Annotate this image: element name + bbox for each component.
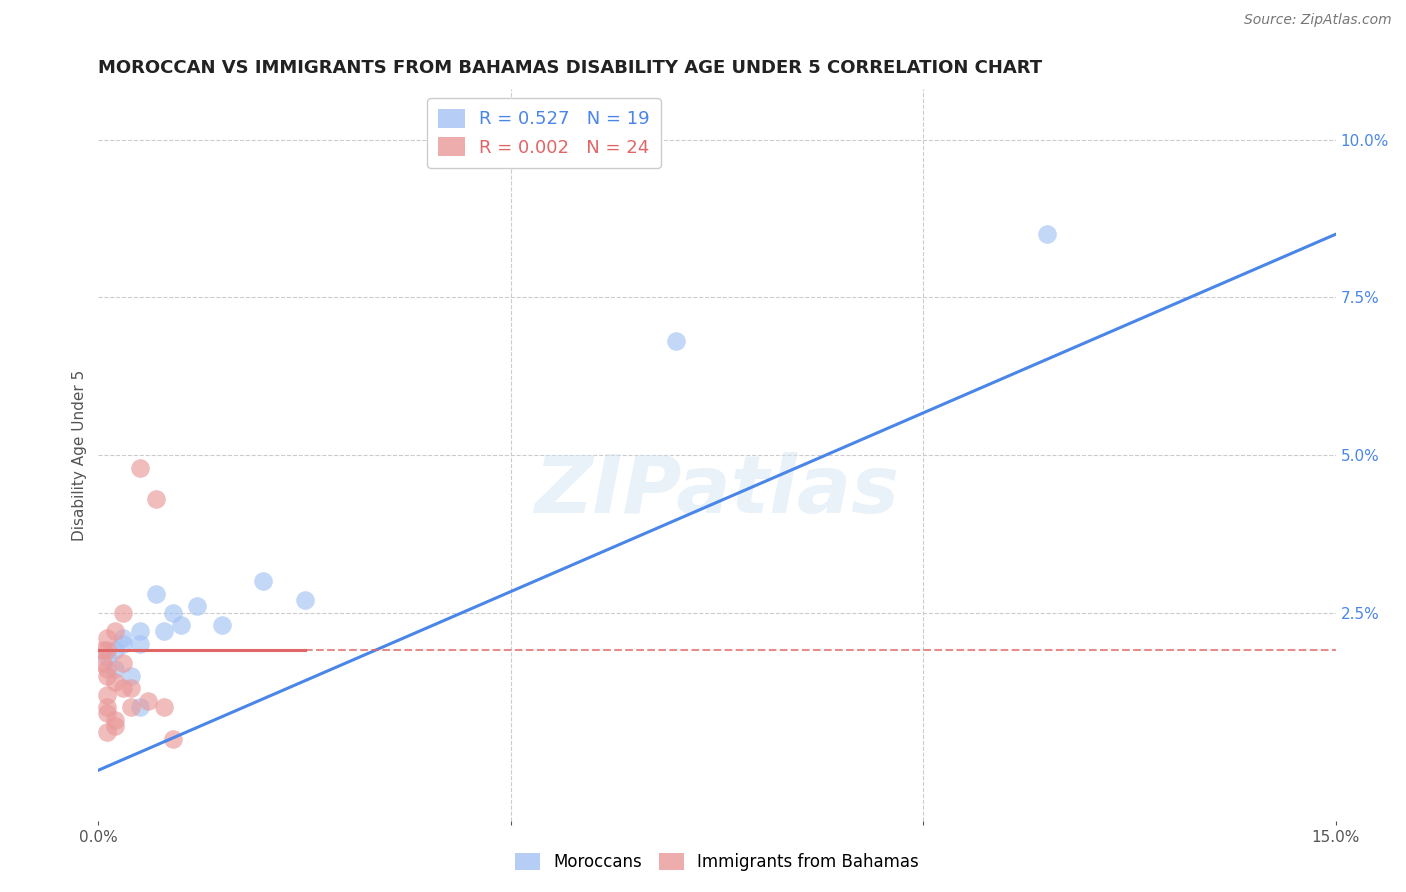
Point: [104, 674, 127, 689]
Point: [128, 460, 150, 475]
Point: [120, 681, 142, 696]
Point: [211, 618, 233, 632]
Point: [96, 725, 118, 739]
Point: [128, 637, 150, 651]
Point: [120, 700, 142, 714]
Point: [112, 681, 135, 696]
Point: [104, 624, 127, 639]
Point: [170, 618, 193, 632]
Point: [112, 606, 135, 620]
Point: [128, 624, 150, 639]
Point: [96, 643, 118, 657]
Point: [112, 631, 135, 645]
Point: [96, 649, 118, 664]
Point: [252, 574, 274, 588]
Point: [112, 656, 135, 670]
Point: [162, 731, 184, 746]
Legend: Moroccans, Immigrants from Bahamas: Moroccans, Immigrants from Bahamas: [509, 847, 925, 878]
Point: [96, 662, 118, 676]
Point: [91, 643, 114, 657]
Point: [186, 599, 208, 614]
Point: [665, 334, 688, 349]
Point: [1036, 227, 1059, 242]
Point: [120, 668, 142, 682]
Point: [112, 637, 135, 651]
Point: [145, 491, 167, 506]
Point: [96, 668, 118, 682]
Point: [104, 643, 127, 657]
Text: Source: ZipAtlas.com: Source: ZipAtlas.com: [1244, 13, 1392, 28]
Y-axis label: Disability Age Under 5: Disability Age Under 5: [72, 369, 87, 541]
Point: [96, 700, 118, 714]
Point: [104, 662, 127, 676]
Point: [96, 631, 118, 645]
Text: ZIPatlas: ZIPatlas: [534, 452, 900, 531]
Point: [153, 624, 176, 639]
Point: [153, 700, 176, 714]
Point: [91, 656, 114, 670]
Point: [136, 694, 159, 708]
Point: [294, 593, 316, 607]
Text: MOROCCAN VS IMMIGRANTS FROM BAHAMAS DISABILITY AGE UNDER 5 CORRELATION CHART: MOROCCAN VS IMMIGRANTS FROM BAHAMAS DISA…: [98, 59, 1042, 77]
Point: [145, 587, 167, 601]
Point: [128, 700, 150, 714]
Point: [162, 606, 184, 620]
Point: [104, 719, 127, 733]
Point: [96, 706, 118, 721]
Point: [96, 688, 118, 702]
Point: [104, 713, 127, 727]
